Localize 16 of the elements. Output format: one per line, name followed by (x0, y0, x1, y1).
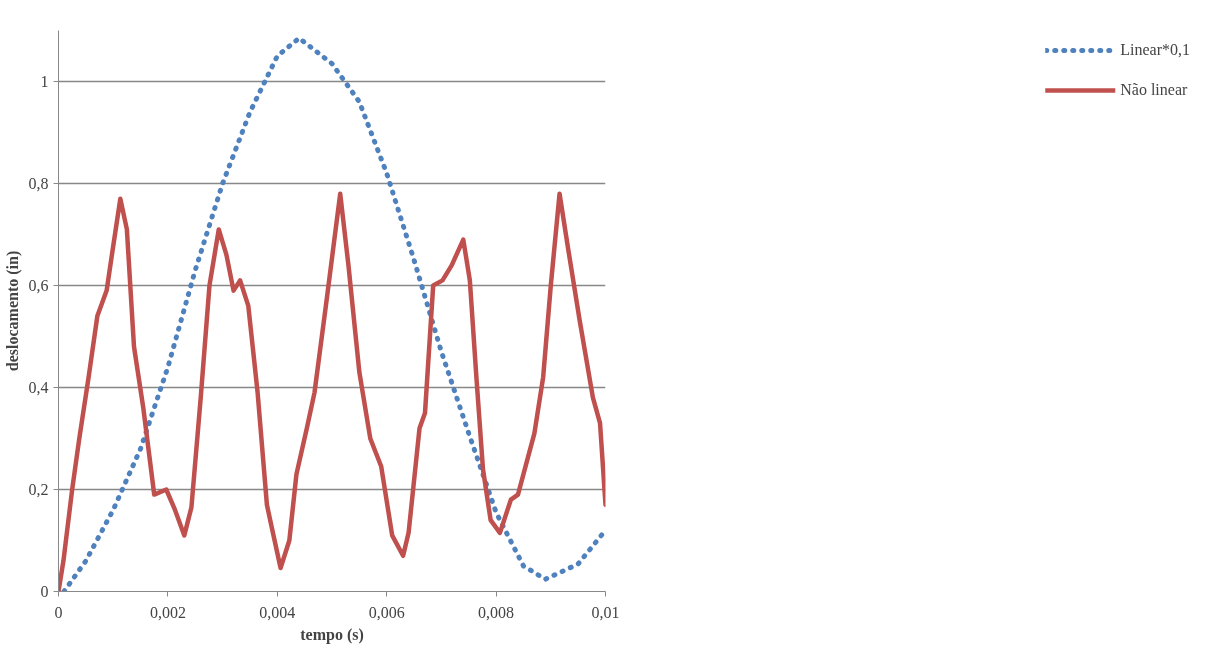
y-axis-title: deslocamento (in) (3, 250, 22, 372)
y-tick-label: 0,6 (28, 277, 49, 294)
legend-label: Não linear (1120, 81, 1188, 99)
y-tick-label: 0 (40, 583, 49, 600)
x-axis-title: tempo (s) (300, 625, 364, 644)
x-tick-label: 0,004 (259, 603, 296, 621)
x-tick-label: 0,002 (149, 603, 186, 621)
y-tick-label: 0,4 (28, 379, 49, 396)
x-tick-label: 0,008 (478, 603, 515, 621)
x-tick-label: 0 (54, 603, 63, 621)
x-tick-label: 0,006 (368, 603, 405, 621)
y-tick-label: 0,2 (28, 481, 49, 498)
y-tick-label: 1 (40, 73, 49, 90)
legend-label: Linear*0,1 (1120, 41, 1190, 59)
x-tick-label: 0,01 (591, 603, 620, 621)
y-tick-label: 0,8 (28, 175, 49, 192)
